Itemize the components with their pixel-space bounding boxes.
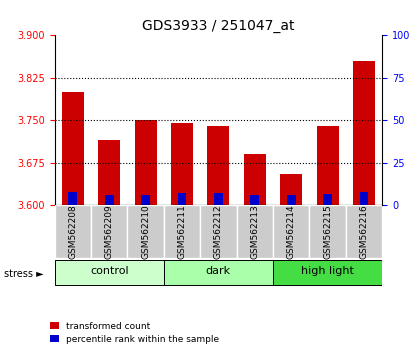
Bar [171, 123, 193, 205]
Bar [127, 205, 164, 258]
Bar [273, 260, 382, 285]
Bar [250, 195, 259, 205]
Bar [98, 140, 120, 205]
Bar [68, 192, 77, 205]
Bar [200, 205, 236, 258]
Title: GDS3933 / 251047_at: GDS3933 / 251047_at [142, 19, 295, 33]
Text: high light: high light [301, 266, 354, 276]
Bar [135, 120, 157, 205]
Bar [62, 92, 84, 205]
Text: GSM562213: GSM562213 [250, 205, 259, 259]
Text: GSM562216: GSM562216 [360, 205, 368, 259]
Bar [323, 194, 332, 205]
Bar [178, 193, 186, 205]
Text: GSM562215: GSM562215 [323, 205, 332, 259]
Bar [287, 195, 296, 205]
Bar [164, 205, 200, 258]
Text: GSM562214: GSM562214 [287, 205, 296, 259]
Bar [55, 260, 164, 285]
Bar [164, 260, 273, 285]
Bar [141, 195, 150, 205]
Text: dark: dark [206, 266, 231, 276]
Bar [244, 154, 266, 205]
Text: GSM562209: GSM562209 [105, 205, 114, 259]
Bar [236, 205, 273, 258]
Bar [105, 195, 113, 205]
Bar [55, 205, 91, 258]
Text: stress ►: stress ► [4, 269, 44, 279]
Text: GSM562210: GSM562210 [141, 205, 150, 259]
Bar [273, 205, 310, 258]
Text: GSM562208: GSM562208 [68, 205, 77, 259]
Bar [280, 174, 302, 205]
Bar [346, 205, 382, 258]
Bar [207, 126, 229, 205]
Text: GSM562212: GSM562212 [214, 205, 223, 259]
Bar [91, 205, 127, 258]
Bar [360, 192, 368, 205]
Text: GSM562211: GSM562211 [178, 205, 186, 259]
Bar [317, 126, 339, 205]
Legend: transformed count, percentile rank within the sample: transformed count, percentile rank withi… [47, 318, 223, 348]
Text: control: control [90, 266, 129, 276]
Bar [310, 205, 346, 258]
Bar [214, 193, 223, 205]
Bar [353, 61, 375, 205]
